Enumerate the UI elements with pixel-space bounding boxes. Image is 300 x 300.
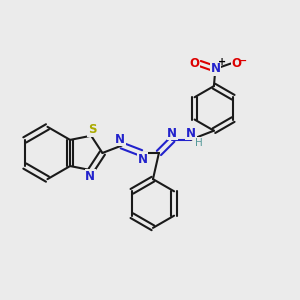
Text: −: −: [238, 56, 247, 65]
Text: H: H: [196, 138, 203, 148]
Text: O: O: [189, 57, 199, 70]
Text: N: N: [186, 127, 196, 140]
Text: N: N: [138, 153, 148, 166]
Text: N: N: [210, 62, 220, 75]
Text: S: S: [88, 123, 96, 136]
Text: N: N: [85, 170, 95, 183]
Text: +: +: [218, 57, 226, 67]
Text: O: O: [232, 57, 242, 70]
Text: N: N: [115, 133, 125, 146]
Text: N: N: [167, 127, 177, 140]
